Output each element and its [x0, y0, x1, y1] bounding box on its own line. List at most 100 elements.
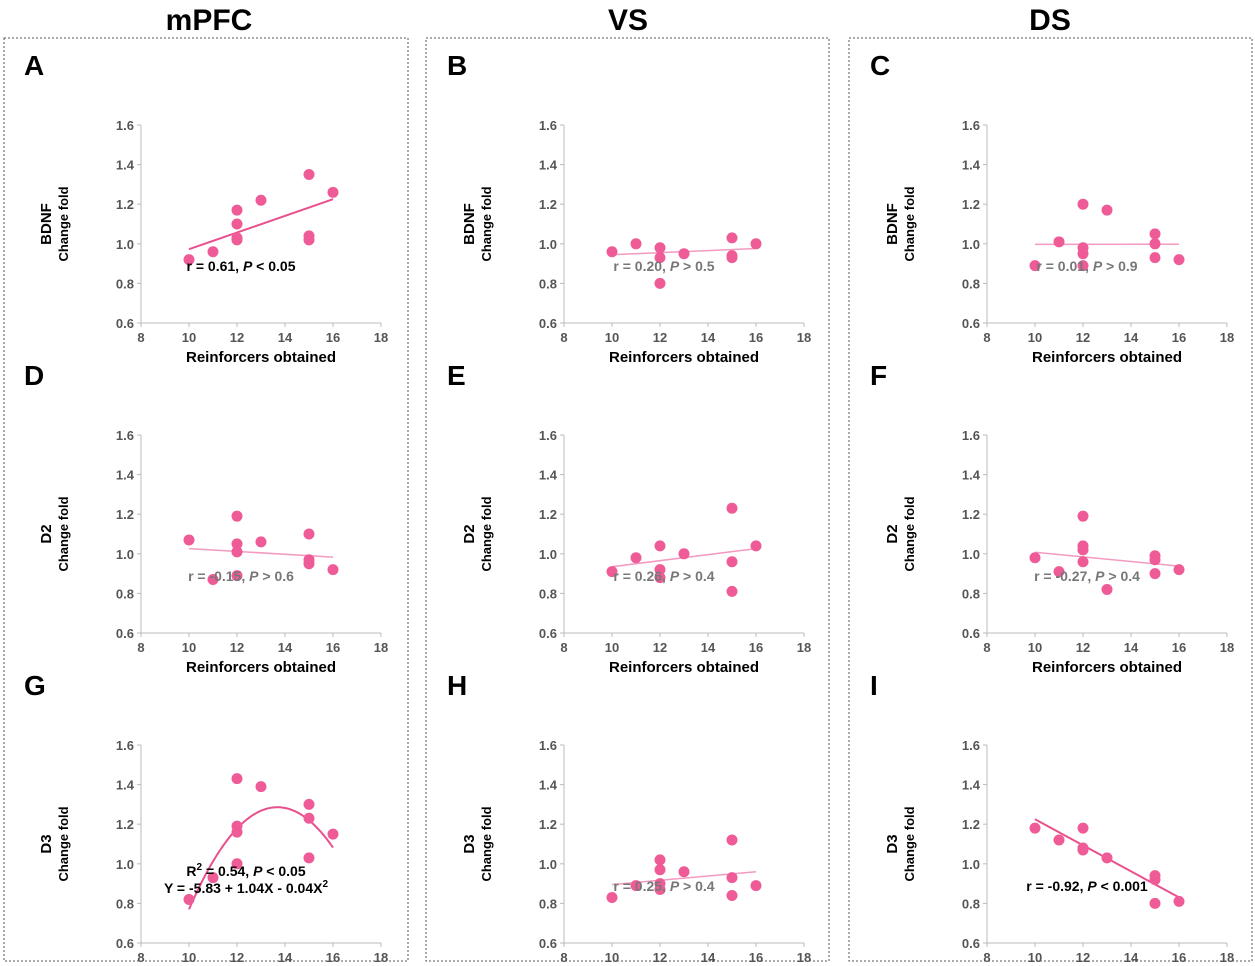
data-point: [726, 872, 738, 884]
data-point: [1101, 583, 1113, 595]
x-tick-label: 12: [1076, 640, 1090, 655]
data-point: [183, 534, 195, 546]
data-point: [207, 574, 219, 586]
x-tick-label: 16: [326, 330, 340, 345]
fit-equation: Y = -5.83 + 1.04X - 0.04X2: [164, 879, 329, 896]
stat-annotation: r = -0.92, P < 0.001: [1026, 878, 1148, 894]
panel-f: F 0.6 0.8 1.0 1.2 1.4 1.6 8 10 12 14 16 18 Reinforcer…: [870, 360, 1234, 676]
y-tick-label: 1.0: [962, 857, 980, 872]
x-tick-label: 10: [1028, 950, 1042, 965]
x-tick-label: 12: [1076, 330, 1090, 345]
x-tick-label: 8: [560, 330, 567, 345]
y-tick-label: 1.4: [962, 158, 981, 173]
stat-annotation: r = -0.15, P > 0.6: [188, 568, 294, 584]
y-axis-label-target: BDNF: [884, 203, 901, 245]
data-point: [654, 252, 666, 264]
column-title-vs: VS: [608, 4, 648, 37]
data-point: [327, 828, 339, 840]
y-axis-label: Change fold: [902, 806, 917, 881]
panel-letter: A: [24, 50, 44, 81]
data-point: [750, 540, 762, 552]
y-tick-label: 1.4: [116, 778, 135, 793]
data-point: [255, 536, 267, 548]
x-tick-label: 8: [560, 950, 567, 965]
x-tick-label: 18: [1220, 640, 1234, 655]
y-tick-label: 1.0: [962, 237, 980, 252]
x-tick-label: 14: [278, 330, 293, 345]
data-point: [231, 218, 243, 230]
x-tick-label: 14: [1124, 950, 1139, 965]
y-tick-label: 1.4: [116, 158, 135, 173]
data-point: [726, 502, 738, 514]
data-point: [606, 891, 618, 903]
data-point: [726, 585, 738, 597]
y-tick-label: 1.2: [539, 817, 557, 832]
y-axis-label-target: D3: [38, 834, 55, 853]
scatter-panels: A 0.6 0.8 1.0 1.2 1.4 1.6 8 10 12 14 16 18 Reinforcer…: [24, 50, 1234, 965]
y-tick-label: 1.4: [962, 468, 981, 483]
data-point: [1101, 852, 1113, 864]
y-tick-label: 1.2: [116, 817, 134, 832]
data-point: [327, 564, 339, 576]
data-point: [1149, 874, 1161, 886]
x-tick-label: 10: [605, 330, 619, 345]
data-point: [1077, 822, 1089, 834]
y-tick-label: 1.4: [962, 778, 981, 793]
x-tick-label: 10: [605, 950, 619, 965]
data-point: [654, 564, 666, 576]
x-tick-label: 14: [701, 950, 716, 965]
x-tick-label: 8: [560, 640, 567, 655]
x-tick-label: 10: [1028, 640, 1042, 655]
panel-letter: H: [447, 670, 467, 701]
y-axis-label: Change fold: [56, 806, 71, 881]
data-point: [1077, 510, 1089, 522]
x-tick-label: 18: [374, 950, 388, 965]
data-point: [1077, 198, 1089, 210]
column-box-mpfc: [3, 37, 409, 962]
panel-c: C 0.6 0.8 1.0 1.2 1.4 1.6 8 10 12 14 16 18 Reinforcer…: [870, 50, 1234, 366]
y-tick-label: 1.0: [116, 237, 134, 252]
y-axis-label-target: BDNF: [461, 203, 478, 245]
column-box-ds: [848, 37, 1253, 962]
x-tick-label: 10: [605, 640, 619, 655]
x-axis-label: Reinforcers obtained: [1032, 349, 1182, 366]
y-tick-label: 0.6: [116, 316, 134, 331]
y-tick-label: 0.8: [962, 276, 980, 291]
data-point: [1149, 228, 1161, 240]
x-axis-label: Reinforcers obtained: [609, 349, 759, 366]
y-tick-label: 1.6: [116, 738, 134, 753]
data-point: [231, 570, 243, 582]
panel-d: D 0.6 0.8 1.0 1.2 1.4 1.6 8 10 12 14 16 18 Reinforcer…: [24, 360, 388, 676]
data-point: [255, 781, 267, 793]
panel-letter: E: [447, 360, 466, 391]
y-axis-label-target: D2: [461, 524, 478, 543]
x-tick-label: 12: [653, 950, 667, 965]
y-tick-label: 1.6: [539, 118, 557, 133]
y-tick-label: 1.4: [116, 468, 135, 483]
x-tick-label: 12: [1076, 950, 1090, 965]
data-point: [654, 864, 666, 876]
x-tick-label: 18: [374, 640, 388, 655]
y-tick-label: 1.6: [962, 428, 980, 443]
stat-annotation: R2 = 0.54, P < 0.05: [186, 862, 305, 879]
x-tick-label: 18: [374, 330, 388, 345]
x-tick-label: 12: [230, 950, 244, 965]
y-tick-label: 1.4: [539, 468, 558, 483]
y-tick-label: 1.0: [539, 857, 557, 872]
data-point: [726, 232, 738, 244]
y-tick-label: 0.6: [539, 936, 557, 951]
y-axis-label: Change fold: [479, 186, 494, 261]
stat-annotation: r = 0.20, P > 0.5: [613, 258, 714, 274]
data-point: [750, 238, 762, 250]
data-point: [630, 238, 642, 250]
x-tick-label: 18: [1220, 330, 1234, 345]
data-point: [231, 234, 243, 246]
x-tick-label: 18: [797, 330, 811, 345]
y-tick-label: 0.8: [116, 276, 134, 291]
panel-letter: B: [447, 50, 467, 81]
data-point: [1077, 544, 1089, 556]
x-tick-label: 16: [1172, 950, 1186, 965]
x-tick-label: 10: [1028, 330, 1042, 345]
y-tick-label: 0.8: [539, 896, 557, 911]
